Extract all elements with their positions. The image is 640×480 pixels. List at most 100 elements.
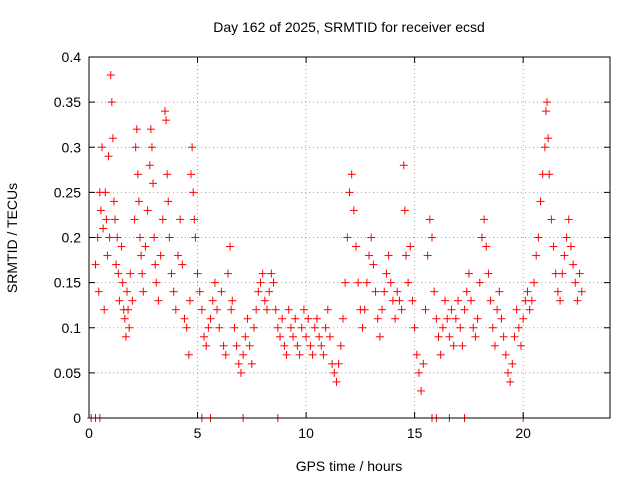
data-point — [556, 296, 565, 305]
data-point — [408, 296, 417, 305]
data-point — [386, 278, 395, 287]
data-point — [421, 305, 430, 314]
data-point — [321, 323, 330, 332]
data-point — [367, 233, 376, 242]
data-point — [490, 341, 499, 350]
data-point — [544, 134, 553, 143]
data-point — [460, 305, 469, 314]
data-point — [477, 233, 486, 242]
x-tick-label: 10 — [298, 425, 314, 441]
data-point — [315, 332, 324, 341]
data-point — [165, 233, 174, 242]
data-point — [99, 224, 108, 233]
data-point — [234, 359, 243, 368]
data-point — [423, 251, 432, 260]
data-point — [299, 305, 308, 314]
data-point — [100, 305, 109, 314]
data-point — [163, 170, 172, 179]
data-point — [260, 296, 269, 305]
data-point — [289, 332, 298, 341]
data-point — [399, 161, 408, 170]
x-tick-label: 5 — [194, 425, 202, 441]
y-axis-label: SRMTID / TECUs — [4, 183, 20, 293]
tick-labels: 0 5 10 15 20 0 0.05 0.1 0.15 0.2 0.25 0.3 0.35 0.4 — [54, 49, 531, 441]
data-point — [519, 314, 528, 323]
data-point — [106, 71, 115, 80]
data-point — [312, 314, 321, 323]
data-point — [104, 152, 113, 161]
data-point — [241, 332, 250, 341]
data-point — [319, 350, 328, 359]
data-point — [395, 296, 404, 305]
data-point — [96, 206, 105, 215]
data-point — [145, 161, 154, 170]
data-point — [562, 233, 571, 242]
data-point — [154, 296, 163, 305]
data-point — [267, 269, 276, 278]
data-point — [258, 269, 267, 278]
data-point — [265, 287, 274, 296]
data-point — [269, 278, 278, 287]
data-point — [243, 314, 252, 323]
data-point — [302, 332, 311, 341]
data-point — [543, 98, 552, 107]
data-point — [195, 287, 204, 296]
data-point — [475, 278, 484, 287]
data-point — [401, 251, 410, 260]
data-point — [338, 314, 347, 323]
data-point — [217, 287, 226, 296]
data-point — [451, 314, 460, 323]
data-point — [400, 206, 409, 215]
data-point — [138, 269, 147, 278]
data-point — [358, 323, 367, 332]
data-point — [125, 323, 134, 332]
data-point — [427, 233, 436, 242]
data-point — [571, 278, 580, 287]
data-point — [228, 296, 237, 305]
data-point — [384, 251, 393, 260]
data-point — [156, 251, 165, 260]
data-point — [108, 134, 117, 143]
data-point — [109, 197, 118, 206]
data-point — [317, 341, 326, 350]
data-point — [202, 341, 211, 350]
data-point — [176, 215, 185, 224]
data-point — [98, 143, 107, 152]
data-point — [391, 314, 400, 323]
data-point — [208, 296, 217, 305]
data-point — [410, 323, 419, 332]
data-point — [514, 323, 523, 332]
data-point — [271, 305, 280, 314]
y-tick-label: 0.25 — [54, 184, 81, 200]
data-point — [215, 323, 224, 332]
data-point — [375, 332, 384, 341]
data-point — [219, 341, 228, 350]
data-point — [111, 215, 120, 224]
data-point — [124, 305, 133, 314]
data-point — [343, 233, 352, 242]
data-point — [115, 296, 124, 305]
data-point — [252, 305, 261, 314]
data-point — [178, 260, 187, 269]
data-point — [204, 323, 213, 332]
data-point — [122, 287, 131, 296]
data-point — [141, 242, 150, 251]
data-point — [558, 269, 567, 278]
data-point — [278, 314, 287, 323]
data-point — [569, 260, 578, 269]
data-point — [458, 341, 467, 350]
data-point — [120, 314, 129, 323]
data-point — [434, 332, 443, 341]
data-point — [93, 233, 102, 242]
data-point — [105, 233, 114, 242]
data-point — [210, 278, 219, 287]
data-point — [536, 197, 545, 206]
data-point — [291, 314, 300, 323]
data-point — [347, 170, 356, 179]
data-point — [223, 269, 232, 278]
data-point — [295, 350, 304, 359]
plot-frame — [88, 56, 611, 419]
data-point — [139, 287, 148, 296]
data-point — [247, 359, 256, 368]
